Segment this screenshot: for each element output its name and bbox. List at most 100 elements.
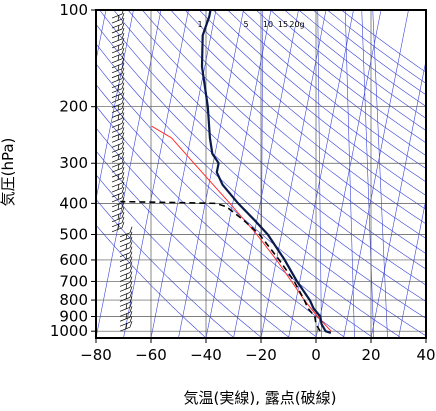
dry-adiabat (96, 174, 263, 338)
wind-barb-flag (125, 253, 128, 260)
mixing-ratio-label: 15 (278, 20, 288, 29)
mixing-ratio-label: 20g (289, 20, 304, 29)
wind-barb (111, 191, 125, 203)
isotherm-line (150, 10, 217, 338)
wind-barb (111, 97, 125, 108)
wind-barb-flag (129, 286, 133, 293)
wind-barb-flag (117, 44, 120, 51)
wind-barb-flag (125, 233, 128, 240)
wind-barb-flag (121, 157, 125, 164)
mixing-ratio-line (344, 10, 355, 338)
wind-barb-staff (111, 197, 123, 203)
wind-barb-staff (111, 182, 123, 188)
wind-barb-staff (111, 217, 123, 223)
wind-barb-staff (111, 58, 123, 64)
wind-barb-staff (111, 142, 123, 148)
x-tick-label: −20 (245, 346, 277, 364)
dry-adiabat (170, 10, 426, 225)
wind-barb-flag (121, 27, 125, 35)
x-axis: −80 −60 −40 −20 0 20 40 (80, 338, 436, 364)
wind-barb-staff (119, 262, 131, 267)
wind-barb (111, 37, 125, 49)
x-tick-label: −80 (80, 346, 112, 364)
wind-barb-flag (129, 266, 133, 273)
wind-barb-staff (111, 83, 123, 89)
isotherm-line (123, 10, 189, 338)
wind-barb-flag (121, 10, 124, 15)
wind-barb-flag (121, 97, 125, 104)
wind-barb-flag (121, 52, 125, 59)
wind-barb-staff (119, 272, 131, 277)
parcel-path-profile (151, 125, 332, 332)
wind-barb (111, 186, 125, 198)
dry-adiabat (99, 10, 426, 302)
wind-barb-staff (119, 282, 131, 287)
wind-barb (119, 256, 133, 267)
wind-barb (111, 47, 125, 59)
isotherm-line (205, 10, 272, 338)
wind-barb (111, 72, 125, 84)
wind-barb (111, 112, 125, 123)
wind-barb-flag (121, 137, 125, 144)
wind-barb-flag (129, 236, 133, 243)
wind-barb-flag (129, 251, 133, 258)
wind-barb-flag (129, 281, 133, 288)
profiles (120, 10, 332, 334)
dry-adiabat (96, 105, 346, 338)
wind-barb-staff (111, 202, 123, 208)
wind-barb-flag (129, 301, 133, 308)
wind-barb (111, 52, 125, 64)
wind-barb (119, 291, 133, 302)
y-tick-label: 1000 (50, 322, 88, 340)
wind-barb-flag (121, 147, 125, 154)
temperature-profile (200, 10, 332, 334)
wind-barb-staff (111, 63, 123, 69)
x-tick-label: −60 (135, 346, 167, 364)
wind-barb-flag (121, 32, 125, 40)
dry-adiabat (213, 10, 426, 183)
wind-barb-staff (111, 93, 123, 98)
wind-barb-flag (129, 296, 133, 303)
wind-barb-flag (121, 102, 125, 109)
wind-barb-staff (111, 162, 123, 168)
wind-barb-flag (121, 112, 125, 119)
wind-barb (119, 241, 133, 253)
wind-barb-staff (111, 28, 123, 34)
wind-barb-staff (111, 78, 123, 84)
x-tick-label: 0 (311, 346, 321, 364)
wind-barb-flag (129, 261, 133, 268)
wind-barb-flag (117, 34, 120, 41)
wind-barb (119, 281, 133, 292)
wind-barb-flag (117, 144, 120, 150)
wind-barb (119, 296, 133, 307)
wind-barb-flag (117, 74, 120, 81)
wind-barb-flag (121, 82, 125, 89)
wind-barb (111, 122, 125, 133)
isotherm-line (178, 10, 244, 338)
y-tick-label: 500 (59, 226, 88, 244)
wind-barb-flag (121, 17, 125, 25)
dry-adiabat (96, 127, 318, 338)
wind-barb-flag (125, 303, 128, 309)
wind-barb-staff (111, 133, 123, 138)
y-tick-label: 800 (59, 291, 88, 309)
wind-barb-staff (111, 207, 123, 213)
wind-barb-flag (121, 211, 125, 218)
y-tick-label: 900 (59, 307, 88, 325)
wind-barb-flag (129, 246, 133, 253)
isotherm-line (343, 10, 409, 338)
wind-barb-flag (121, 216, 125, 223)
wind-barb-staff (111, 222, 123, 228)
wind-barb-flag (129, 321, 133, 328)
wind-barb-flag (121, 122, 125, 129)
wind-barb-flag (121, 176, 125, 184)
wind-barb-staff (111, 187, 123, 193)
x-tick-label: −40 (190, 346, 222, 364)
dry-adiabat (96, 23, 426, 319)
wind-barb-flag (117, 183, 120, 190)
wind-barb-staff (119, 237, 131, 243)
wind-barb (111, 10, 124, 19)
y-tick-label: 600 (59, 251, 88, 269)
